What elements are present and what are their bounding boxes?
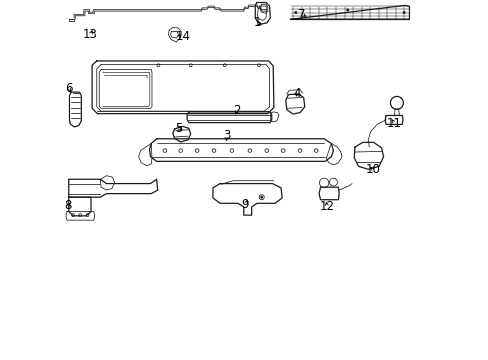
Text: 8: 8	[64, 199, 72, 212]
Text: 11: 11	[386, 117, 401, 130]
Text: 14: 14	[176, 30, 191, 43]
Text: 13: 13	[82, 28, 98, 41]
Text: 12: 12	[319, 201, 334, 213]
Text: 5: 5	[175, 122, 183, 135]
Text: 4: 4	[293, 87, 301, 100]
Text: 6: 6	[65, 82, 72, 95]
Text: 3: 3	[223, 129, 230, 142]
Text: 10: 10	[365, 163, 380, 176]
Circle shape	[346, 9, 348, 11]
Circle shape	[402, 12, 405, 14]
Circle shape	[260, 196, 262, 198]
Text: 1: 1	[253, 16, 260, 29]
Text: 7: 7	[298, 8, 305, 21]
Circle shape	[294, 12, 296, 14]
Text: 2: 2	[233, 104, 241, 117]
Text: 9: 9	[241, 198, 248, 211]
